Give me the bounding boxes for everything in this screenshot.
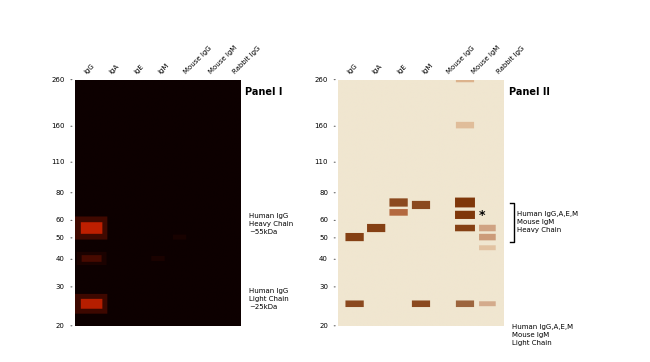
- Text: Mouse IgG: Mouse IgG: [446, 45, 476, 75]
- Text: IgE: IgE: [133, 63, 144, 75]
- Text: 50: 50: [56, 235, 65, 241]
- Text: Rabbit IgG: Rabbit IgG: [232, 45, 262, 75]
- Text: Rabbit IgG: Rabbit IgG: [495, 45, 525, 75]
- Text: IgG: IgG: [346, 62, 359, 75]
- Text: Mouse IgG: Mouse IgG: [183, 45, 213, 75]
- Text: 80: 80: [56, 190, 65, 196]
- Text: Mouse IgM: Mouse IgM: [471, 44, 501, 75]
- Text: IgE: IgE: [396, 63, 408, 75]
- Text: Panel II: Panel II: [509, 87, 550, 97]
- Text: Human IgG,A,E,M
Mouse IgM
Light Chain: Human IgG,A,E,M Mouse IgM Light Chain: [512, 324, 573, 346]
- Text: *: *: [479, 209, 486, 222]
- Text: 260: 260: [315, 77, 328, 83]
- Text: Human IgG
Light Chain
~25kDa: Human IgG Light Chain ~25kDa: [249, 289, 289, 311]
- Text: Panel I: Panel I: [246, 87, 283, 97]
- Text: 40: 40: [56, 256, 65, 262]
- Text: 40: 40: [319, 256, 328, 262]
- Text: 30: 30: [319, 284, 328, 290]
- Text: Human IgG,A,E,M
Mouse IgM
Heavy Chain: Human IgG,A,E,M Mouse IgM Heavy Chain: [517, 211, 578, 233]
- Text: 20: 20: [56, 323, 65, 329]
- Text: IgG: IgG: [83, 62, 96, 75]
- Text: Mouse IgM: Mouse IgM: [207, 44, 238, 75]
- Text: IgM: IgM: [157, 62, 170, 75]
- Text: 60: 60: [319, 217, 328, 223]
- Text: 160: 160: [315, 123, 328, 129]
- Text: 50: 50: [319, 235, 328, 241]
- Text: 160: 160: [51, 123, 65, 129]
- Text: 80: 80: [319, 190, 328, 196]
- Text: 260: 260: [51, 77, 65, 83]
- Text: 110: 110: [315, 159, 328, 165]
- Text: 60: 60: [56, 217, 65, 223]
- Text: Human IgG
Heavy Chain
~55kDa: Human IgG Heavy Chain ~55kDa: [249, 213, 293, 235]
- Text: 110: 110: [51, 159, 65, 165]
- Text: IgM: IgM: [421, 62, 434, 75]
- Text: IgA: IgA: [371, 63, 384, 75]
- Text: IgA: IgA: [108, 63, 120, 75]
- Text: 30: 30: [56, 284, 65, 290]
- Text: 20: 20: [319, 323, 328, 329]
